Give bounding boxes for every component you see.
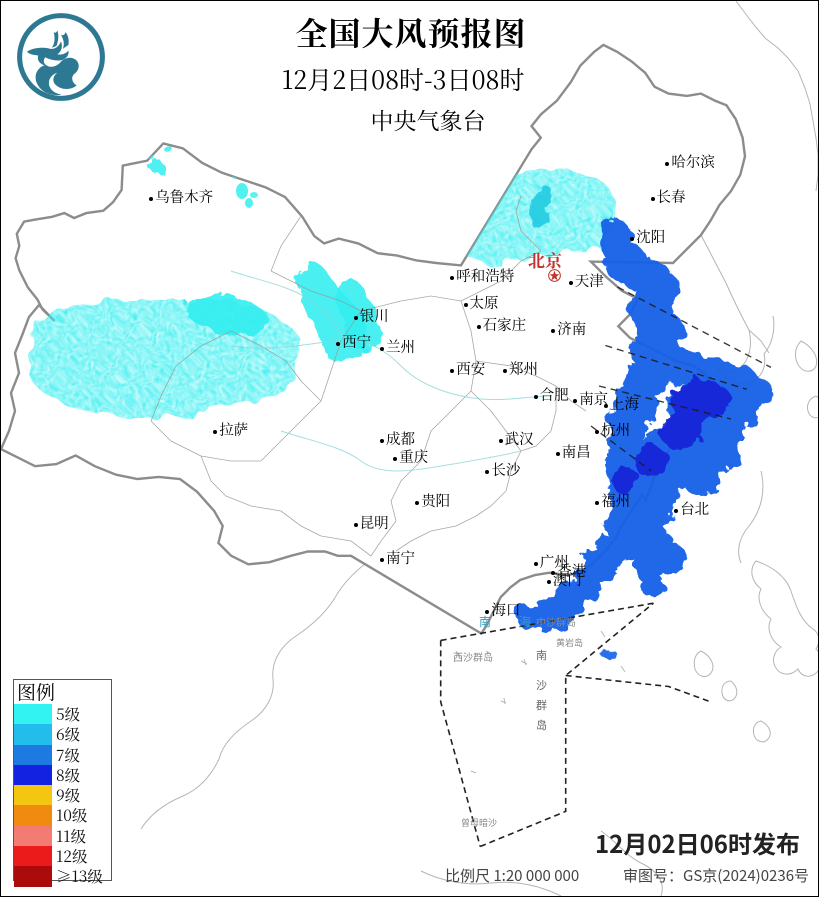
svg-text:沙: 沙: [536, 679, 547, 692]
svg-text:南: 南: [536, 649, 547, 662]
svg-text:群: 群: [536, 698, 547, 712]
svg-text:审图号：GS京(2024)0236号: 审图号：GS京(2024)0236号: [623, 865, 809, 886]
svg-text:岛: 岛: [536, 718, 547, 732]
svg-text:西沙群岛: 西沙群岛: [453, 651, 493, 664]
svg-text:曾母暗沙: 曾母暗沙: [461, 817, 497, 828]
svg-text:中沙群岛: 中沙群岛: [536, 616, 576, 629]
svg-text:黄岩岛: 黄岩岛: [556, 637, 583, 648]
svg-text:12月02日06时发布: 12月02日06时发布: [595, 825, 800, 860]
svg-text:比例尺 1:20 000 000: 比例尺 1:20 000 000: [445, 865, 579, 886]
svg-text:南: 南: [479, 614, 491, 629]
svg-text:海: 海: [519, 614, 531, 629]
